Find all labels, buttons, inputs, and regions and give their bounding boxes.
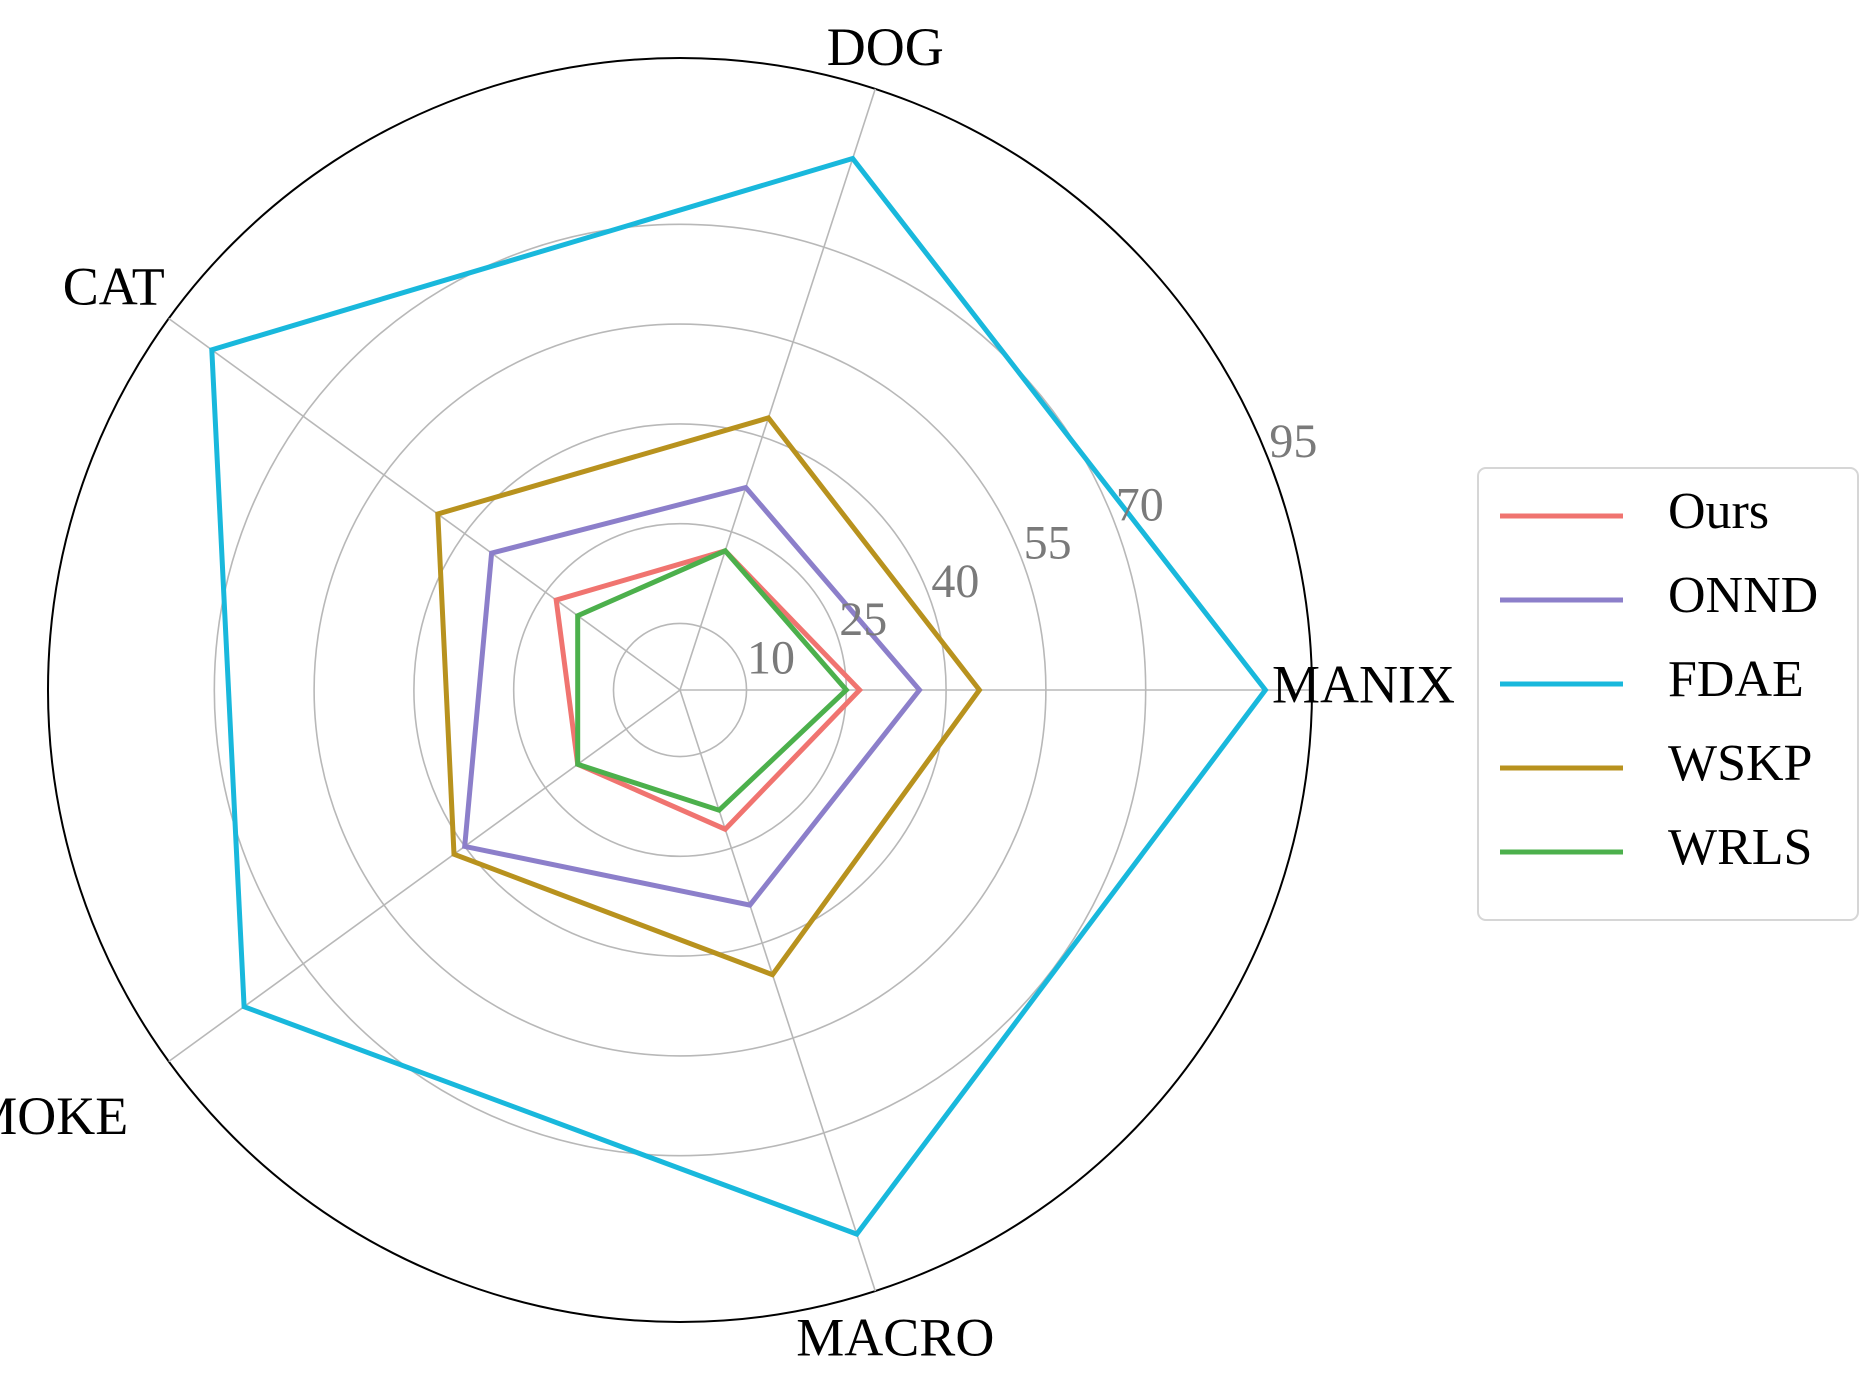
- axis-label-macro: MACRO: [796, 1307, 994, 1367]
- series-line-wrls: [575, 547, 850, 814]
- spoke-smoke: [168, 689, 681, 1063]
- series-line-fdae: [209, 155, 1269, 1238]
- legend-label-wskp: WSKP: [1668, 735, 1812, 792]
- legend-box: [1477, 467, 1859, 921]
- label-layer: 10 25 40 55 70 95 MANIX DOG CAT SMOKE MACRO: [0, 17, 1455, 1368]
- spoke-dog: [679, 88, 877, 691]
- axis-label-dog: DOG: [827, 17, 944, 77]
- legend-label-wrls: WRLS: [1668, 819, 1812, 876]
- radial-tick-label: 55: [1024, 517, 1072, 570]
- radial-tick-label: 25: [839, 593, 887, 646]
- radial-tick-label: 40: [931, 555, 979, 608]
- legend-label-onnd: ONND: [1668, 567, 1818, 624]
- radial-tick-label: 10: [747, 631, 795, 684]
- radial-tick-label: 95: [1269, 415, 1317, 468]
- legend: Ours ONND FDAE WSKP WRLS: [1477, 467, 1859, 921]
- series-line-wskp: [435, 415, 983, 978]
- spoke-cat: [168, 317, 681, 691]
- radial-tick-label: 70: [1116, 479, 1164, 532]
- axis-label-smoke: SMOKE: [0, 1086, 128, 1146]
- series-layer: [209, 155, 1269, 1238]
- axis-label-cat: CAT: [63, 257, 165, 317]
- legend-label-fdae: FDAE: [1668, 651, 1804, 708]
- spoke-macro: [679, 689, 877, 1292]
- legend-label-ours: Ours: [1668, 483, 1769, 540]
- series-line-onnd: [462, 484, 923, 908]
- grid-layer: [47, 57, 1313, 1323]
- axis-label-manix: MANIX: [1272, 654, 1455, 714]
